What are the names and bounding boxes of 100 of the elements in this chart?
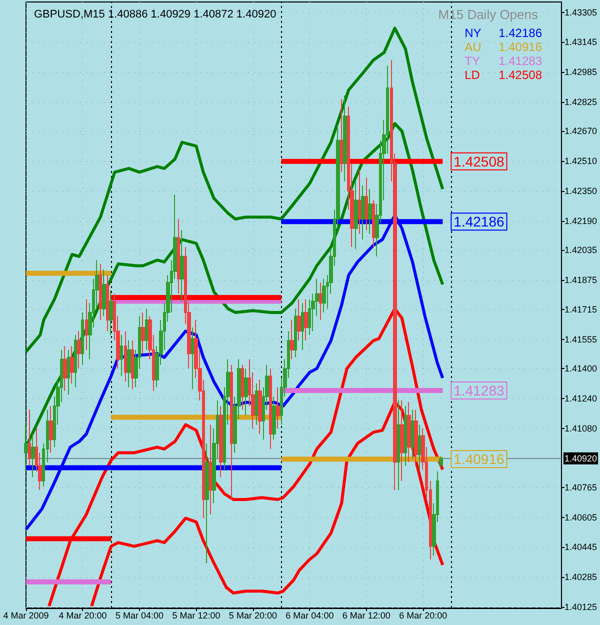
candlestick	[81, 312, 84, 366]
candlestick	[49, 406, 53, 454]
candlestick	[439, 456, 443, 468]
text: LD	[464, 68, 480, 82]
candlestick	[358, 170, 361, 234]
candlestick	[131, 340, 134, 390]
y-tick-label: 1.42985	[564, 67, 598, 78]
candlestick	[141, 312, 145, 354]
y-tick-label: 1.42670	[564, 126, 598, 136]
candlestick	[177, 218, 180, 294]
candlestick	[205, 442, 209, 564]
candlestick	[365, 177, 368, 231]
candlestick	[343, 95, 347, 182]
candlestick	[319, 282, 322, 320]
candlestick	[120, 334, 123, 377]
data-label: 1.40916	[454, 451, 504, 468]
candlestick	[24, 424, 28, 472]
candlestick	[244, 368, 248, 416]
data-label: 1.42186	[454, 214, 504, 230]
candlestick	[294, 308, 297, 358]
text: AU	[464, 40, 482, 54]
candlestick	[368, 188, 372, 234]
candlestick	[372, 200, 375, 248]
y-tick-label: 1.42825	[564, 97, 598, 108]
candlestick	[124, 330, 127, 382]
candlestick	[414, 409, 418, 466]
candlestick	[106, 274, 109, 332]
candlestick	[85, 298, 88, 350]
candlestick	[269, 368, 272, 450]
candlestick	[180, 230, 184, 302]
y-tick-label: 1.40125	[564, 602, 598, 612]
candlestick	[258, 379, 262, 435]
candlestick	[361, 184, 365, 240]
candlestick	[109, 290, 113, 336]
candlestick	[301, 302, 304, 350]
candlestick	[74, 334, 77, 388]
annotation: 1.40916	[498, 40, 542, 54]
candlestick	[70, 346, 74, 384]
candlestick	[397, 400, 400, 491]
candlestick	[191, 326, 194, 390]
line-series	[24, 26, 444, 354]
candlestick	[404, 406, 407, 466]
annotation: 1.41283	[498, 54, 542, 68]
x-tick-label: 6 Mar 12:00	[342, 610, 390, 620]
y-tick-label: 1.41240	[564, 394, 598, 404]
candlestick	[272, 396, 276, 440]
x-tick-label: 4 Mar 20:00	[58, 610, 107, 620]
candlestick	[354, 181, 358, 250]
candlestick	[340, 98, 343, 173]
candlestick	[276, 386, 280, 429]
x-tick-label: 5 Mar 04:00	[115, 610, 164, 620]
y-tick-label: 1.40605	[564, 512, 598, 522]
y-tick-label: 1.41555	[564, 334, 598, 345]
y-tick-label: 1.41715	[564, 304, 598, 315]
text: GBPUSD,M15 1.40886 1.40929 1.40872 1.40920	[34, 8, 276, 20]
candlestick	[297, 298, 301, 342]
candlestick	[28, 409, 31, 466]
y-tick-label: 1.40285	[564, 572, 598, 582]
y-tick-label: 1.42510	[564, 156, 598, 166]
x-tick-label: 5 Mar 20:00	[228, 610, 277, 620]
candlestick	[418, 424, 421, 470]
candlestick	[63, 346, 67, 392]
candlestick	[241, 364, 244, 410]
y-tick-label: 1.43305	[564, 7, 598, 18]
candlestick	[400, 400, 404, 482]
y-tick-label: 1.42190	[564, 216, 598, 226]
y-tick-label: 1.40445	[564, 542, 598, 552]
y-tick-label: 1.41400	[564, 364, 598, 374]
text: TY	[464, 54, 480, 68]
x-tick-label: 6 Mar 04:00	[286, 610, 334, 620]
candlestick	[77, 330, 81, 370]
candlestick	[102, 268, 106, 317]
annotation: 1.42186	[498, 26, 542, 40]
x-tick-label: 6 Mar 20:00	[399, 610, 448, 620]
candlestick	[127, 340, 131, 388]
annotation: 1.42508	[498, 68, 542, 82]
candlestick	[99, 263, 102, 320]
y-tick-label: 1.42035	[564, 244, 598, 255]
data-label: 1.41283	[454, 382, 504, 398]
x-tick-label: 5 Mar 12:00	[172, 610, 220, 620]
candlestick	[230, 364, 233, 500]
candlestick	[322, 278, 326, 313]
text: NY	[464, 26, 482, 40]
candlestick	[219, 406, 223, 478]
y-tick-label: 1.43145	[564, 37, 598, 48]
y-tick-label: 1.41080	[564, 423, 598, 434]
candlestick	[411, 409, 414, 459]
legend-title: M15 Daily Opens	[438, 7, 538, 22]
candlestick	[290, 319, 294, 360]
candlestick	[67, 349, 70, 396]
data-label: 1.42508	[454, 153, 504, 170]
x-tick-label: 4 Mar 2009	[3, 610, 49, 620]
candlestick	[31, 434, 35, 478]
candlestick	[304, 298, 308, 342]
candlestick	[209, 424, 212, 515]
candlestick	[407, 402, 411, 463]
candlestick	[255, 383, 258, 426]
y-tick-label: 1.40765	[564, 482, 598, 492]
ref-line-label: 1.40920	[564, 453, 598, 464]
candlestick	[145, 308, 148, 350]
